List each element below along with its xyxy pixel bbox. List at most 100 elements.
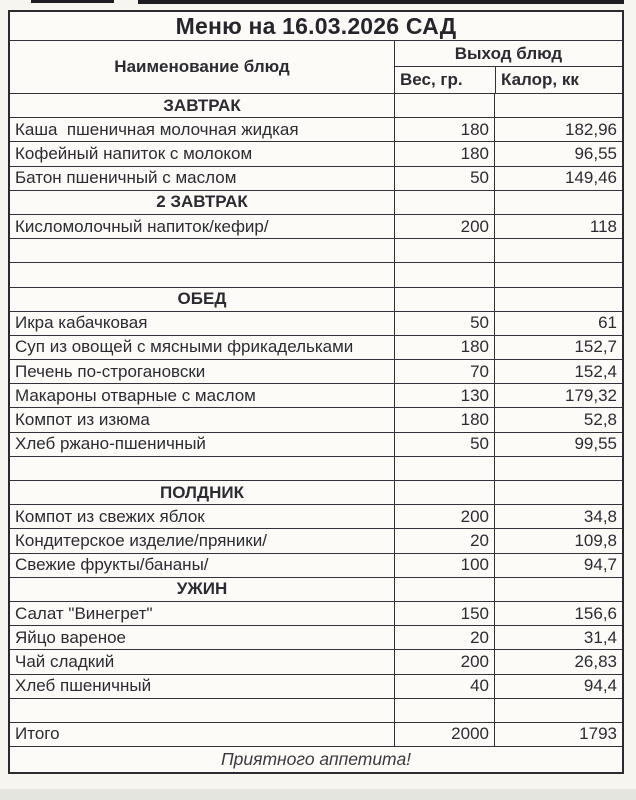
scan-edge-shadow (0, 789, 636, 800)
weight-cell (394, 94, 494, 118)
menu-item-row: Икра кабачковая 50 61 (10, 310, 622, 335)
menu-item-row: Чай сладкий 200 26,83 (10, 649, 622, 674)
table-header: Наименование блюд Выход блюд Вес, гр. Ка… (10, 40, 622, 93)
weight-cell: 200 (394, 650, 494, 674)
calories-cell: 61 (494, 311, 622, 335)
dish-name-cell: ЗАВТРАК (163, 95, 241, 115)
dish-name-cell: Кондитерское изделие/пряники/ (15, 530, 267, 550)
calories-cell (494, 263, 622, 287)
dish-name-cell: Каша пшеничная молочная жидкая (15, 119, 299, 139)
empty-row (10, 697, 622, 722)
calories-cell (494, 239, 622, 263)
dish-name-cell (10, 239, 394, 262)
dish-name-cell: Кофейный напиток с молоком (15, 143, 253, 163)
menu-item-row: Свежие фрукты/бананы/100 94,7 (10, 552, 622, 577)
dish-name-cell: Салат "Винегрет" (15, 603, 153, 623)
menu-item-row: Компот из изюма 180 52,8 (10, 407, 622, 432)
menu-item-row: Яйцо вареное 20 31,4 (10, 625, 622, 650)
dish-name-cell: Макароны отварные с маслом (15, 385, 256, 405)
dish-name-cell: Икра кабачковая (15, 313, 148, 333)
calories-cell: 149,46 (494, 166, 622, 190)
weight-cell (394, 263, 494, 287)
dish-name-cell: Кисломолочный напиток/кефир/ (15, 216, 269, 236)
weight-cell: 70 (394, 360, 494, 384)
menu-item-row: Батон пшеничный с маслом 50 149,46 (10, 165, 622, 190)
dish-name-cell (10, 457, 394, 480)
menu-item-row: Кондитерское изделие/пряники/20 109,8 (10, 528, 622, 553)
scan-artifact-line (31, 0, 114, 3)
dish-name-cell: Чай сладкий (15, 651, 115, 671)
total-row: Итого 2000 1793 (10, 721, 622, 747)
dish-name-cell: Свежие фрукты/бананы/ (15, 555, 209, 575)
menu-section-row: ПОЛДНИК (10, 480, 622, 505)
dish-name-cell: Хлеб ржано-пшеничный (15, 434, 206, 454)
dish-name-cell: УЖИН (176, 579, 228, 599)
weight-cell: 20 (394, 626, 494, 650)
menu-rows: ЗАВТРАК Каша пшеничная молочная жидкая 180… (10, 93, 622, 747)
calories-cell: 31,4 (494, 626, 622, 650)
calories-cell: 179,32 (494, 384, 622, 408)
weight-cell: 2000 (394, 722, 494, 747)
weight-cell: 200 (394, 505, 494, 529)
calories-cell: 182,96 (494, 118, 622, 142)
column-header-group-wrap: Выход блюд Вес, гр. Калор, кк (394, 41, 622, 93)
weight-cell: 180 (394, 142, 494, 166)
scan-artifact-line (138, 0, 624, 4)
calories-cell: 94,4 (494, 674, 622, 698)
calories-cell (494, 287, 622, 311)
menu-section-row: ЗАВТРАК (10, 93, 622, 118)
dish-name-cell: Итого (15, 724, 60, 744)
dish-name-cell: Компот из изюма (15, 410, 150, 430)
menu-item-row: Кофейный напиток с молоком 180 96,55 (10, 141, 622, 166)
calories-cell (494, 190, 622, 214)
empty-row (10, 262, 622, 287)
weight-cell: 150 (394, 601, 494, 626)
weight-cell (394, 190, 494, 214)
calories-cell (494, 481, 622, 505)
dish-name-cell: Суп из овощей с мясными фрикадельками (15, 337, 354, 357)
empty-row (10, 455, 622, 480)
weight-cell: 50 (394, 311, 494, 335)
footer-note: Приятного аппетита! (10, 746, 622, 772)
weight-cell: 50 (394, 166, 494, 190)
calories-cell: 109,8 (494, 529, 622, 553)
calories-cell: 94,7 (494, 553, 622, 577)
calories-cell: 152,7 (494, 335, 622, 360)
calories-cell: 26,83 (494, 650, 622, 674)
weight-cell: 180 (394, 408, 494, 432)
dish-name-cell: 2 ЗАВТРАК (156, 192, 248, 212)
calories-cell (494, 456, 622, 480)
column-header-calories: Калор, кк (495, 67, 622, 93)
weight-cell (394, 481, 494, 505)
weight-cell (394, 456, 494, 480)
dish-name-cell: Хлеб пшеничный (15, 676, 152, 696)
dish-name-cell: ОБЕД (177, 289, 227, 309)
column-header-name: Наименование блюд (114, 57, 290, 76)
calories-cell: 52,8 (494, 408, 622, 432)
dish-name-cell: Печень по-строгановски (15, 361, 206, 381)
dish-name-cell: Компот из свежих яблок (15, 506, 205, 526)
menu-item-row: Печень по-строгановски 70 152,4 (10, 359, 622, 384)
menu-section-row: ОБЕД (10, 286, 622, 311)
weight-cell (394, 287, 494, 311)
empty-row (10, 238, 622, 263)
weight-cell: 50 (394, 432, 494, 456)
column-header-weight: Вес, гр. (400, 70, 463, 89)
weight-cell (394, 577, 494, 601)
dish-name-cell (10, 263, 394, 286)
column-header-output: Выход блюд (395, 41, 622, 67)
menu-section-row: 2 ЗАВТРАК (10, 189, 622, 214)
calories-cell (494, 94, 622, 118)
menu-item-row: Макароны отварные с маслом 130 179,32 (10, 383, 622, 408)
weight-cell: 20 (394, 529, 494, 553)
calories-cell: 156,6 (494, 601, 622, 626)
weight-cell: 130 (394, 384, 494, 408)
calories-cell: 152,4 (494, 360, 622, 384)
page-title: Меню на 16.03.2026 САД (175, 12, 457, 39)
weight-cell (394, 698, 494, 722)
weight-cell: 180 (394, 335, 494, 360)
calories-cell (494, 577, 622, 601)
calories-cell: 96,55 (494, 142, 622, 166)
weight-cell: 200 (394, 214, 494, 239)
dish-name-cell: Батон пшеничный с маслом (15, 168, 237, 188)
